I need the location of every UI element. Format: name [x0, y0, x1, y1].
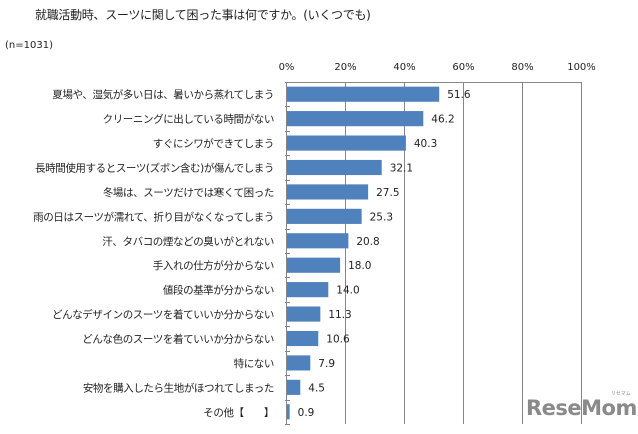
category-label: その他【 】 — [203, 406, 274, 419]
category-label: クリーニングに出している時間がない — [103, 113, 274, 126]
category-label: どんなデザインのスーツを着ていいか分からない — [52, 308, 274, 321]
value-label: 40.3 — [414, 138, 437, 150]
x-axis-ticks: 0% 20% 40% 60% 80% 100% — [279, 62, 596, 73]
bar — [287, 111, 424, 127]
category-label: すぐにシワができてしまう — [153, 137, 274, 150]
category-label: 手入れの仕方が分からない — [153, 259, 274, 272]
bar — [287, 184, 369, 200]
bar — [287, 306, 321, 322]
value-label: 20.8 — [356, 236, 379, 248]
bar — [287, 159, 382, 176]
category-label: 安物を購入したら生地がほつれてしまった — [83, 381, 274, 394]
bar — [287, 404, 290, 420]
category-label: どんな色のスーツを着ていいか分からない — [82, 333, 274, 346]
value-label: 18.0 — [348, 260, 371, 272]
bar — [287, 355, 311, 371]
bar — [287, 208, 362, 224]
value-label: 27.5 — [376, 187, 399, 199]
sample-size: (n=1031) — [5, 40, 53, 51]
value-labels: 51.6 46.2 40.3 32.1 27.5 25.3 20.8 18.0 14.0 11.3… — [298, 89, 471, 419]
category-label: 雨の日はスーツが濡れて、折り目がなくなってしまう — [33, 210, 274, 223]
category-label: 特にない — [234, 358, 274, 370]
category-label: 冬場は、スーツだけでは寒くて困った — [103, 186, 274, 199]
bar — [287, 282, 329, 298]
logo-text: ReseMom — [526, 396, 637, 420]
bar — [287, 233, 349, 249]
value-label: 10.6 — [326, 334, 350, 346]
category-label: 長時間使用するとスーツ(ズボン含む)が傷んでしまう — [35, 162, 274, 175]
value-label: 51.6 — [447, 89, 471, 101]
x-tick-label: 40% — [393, 62, 415, 73]
bar — [287, 86, 440, 102]
chart-title: 就職活動時、スーツに関して困った事は何ですか。(いくつでも) — [35, 8, 371, 22]
category-label: 夏場や、湿気が多い日は、暑いから蒸れてしまう — [52, 88, 274, 101]
bar — [287, 257, 341, 273]
gridlines — [285, 82, 582, 425]
value-label: 0.9 — [298, 407, 315, 419]
category-labels: 夏場や、湿気が多い日は、暑いから蒸れてしまうクリーニングに出している時間がないす… — [33, 88, 274, 419]
x-tick-label: 100% — [567, 62, 596, 73]
value-label: 14.0 — [336, 285, 359, 297]
value-label: 4.5 — [308, 382, 325, 394]
bar — [287, 379, 301, 395]
x-tick-label: 80% — [511, 62, 533, 73]
logo-ruby: リセマム — [610, 391, 631, 397]
value-label: 25.3 — [370, 211, 393, 223]
value-label: 7.9 — [318, 358, 335, 370]
bar — [287, 135, 406, 151]
value-label: 32.1 — [390, 163, 413, 175]
resemom-logo: ReseMom リセマム — [526, 391, 637, 420]
bars — [287, 86, 440, 420]
category-label: 汗、タバコの煙などの臭いがとれない — [102, 235, 274, 248]
x-tick-label: 20% — [334, 62, 356, 73]
x-tick-label: 0% — [279, 62, 295, 73]
category-label: 値段の基準が分からない — [163, 284, 274, 297]
bar — [287, 330, 319, 347]
value-label: 11.3 — [328, 309, 351, 321]
value-label: 46.2 — [431, 114, 454, 126]
x-tick-label: 60% — [452, 62, 474, 73]
